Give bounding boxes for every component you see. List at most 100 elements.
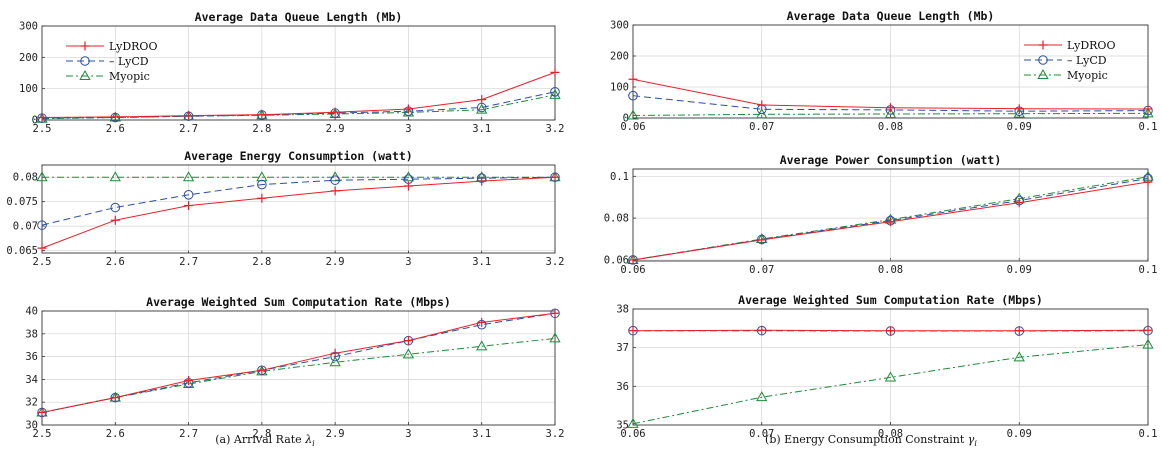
- data-point-lydroo: [477, 176, 487, 186]
- series-layer: [36, 67, 561, 123]
- data-point-myopic: [36, 171, 48, 182]
- chart-title: Average Weighted Sum Computation Rate (M…: [146, 295, 451, 309]
- data-point-lycd: [110, 202, 121, 213]
- data-point-myopic: [1013, 107, 1025, 118]
- data-point-myopic: [549, 332, 561, 343]
- data-point-lydroo: [257, 193, 267, 203]
- data-point-lydroo: [628, 255, 638, 265]
- data-point-myopic: [1142, 107, 1154, 118]
- data-point-myopic: [329, 356, 341, 367]
- legend: LyDROO – LyCD Myopic: [1024, 39, 1115, 82]
- chart-title: Average Data Queue Length (Mb): [195, 10, 403, 24]
- x-tick-label: 3: [405, 123, 411, 135]
- plot-frame: [41, 164, 556, 254]
- x-tick-label: 2.9: [326, 123, 345, 135]
- x-tick-label: 0.1: [1139, 264, 1158, 276]
- data-point-lydroo: [184, 201, 194, 211]
- data-point-lydroo: [37, 243, 47, 253]
- data-point-lydroo: [184, 376, 194, 386]
- x-tick-label: 2.7: [179, 256, 198, 268]
- data-point-lydroo: [628, 74, 638, 84]
- data-point-lycd: [183, 190, 194, 200]
- data-point-lydroo: [403, 336, 413, 346]
- plot-frame: [632, 308, 1149, 426]
- plot-frame: [632, 24, 1149, 119]
- legend-marker-lycd: [1038, 55, 1048, 65]
- data-point-lydroo: [550, 172, 560, 182]
- x-tick-label: 2.8: [252, 256, 271, 268]
- plot-area: [42, 165, 555, 253]
- plot-area: [42, 311, 555, 425]
- data-point-lydroo: [757, 235, 767, 245]
- data-point-lycd: [257, 179, 267, 190]
- x-tick-label: 0.07: [749, 428, 774, 440]
- caption-a: (a) Arrival Rate λi: [215, 433, 315, 448]
- data-point-myopic: [884, 371, 897, 382]
- data-point-myopic: [1013, 351, 1025, 362]
- legend-label-lydroo: LyDROO: [109, 40, 157, 53]
- x-tick-label: 0.09: [1007, 428, 1032, 440]
- x-tick-label: 0.07: [749, 121, 774, 133]
- data-point-myopic: [1142, 338, 1154, 349]
- series-line-myopic: [41, 94, 556, 120]
- legend-label-lycd: – LyCD: [1067, 54, 1107, 67]
- data-point-lydroo: [757, 325, 767, 335]
- legend-marker-myopic: [79, 69, 91, 80]
- series-line-myopic: [632, 344, 1149, 425]
- data-point-lycd: [330, 175, 340, 185]
- caption-b: (b) Energy Consumption Constraint γi: [765, 433, 977, 448]
- series-line-lydroo: [41, 312, 556, 413]
- legend-label-myopic: Myopic: [109, 70, 150, 83]
- data-point-lycd: [628, 90, 638, 101]
- chart-title: Average Data Queue Length (Mb): [787, 9, 995, 23]
- legend-marker-lydroo: [1038, 40, 1048, 50]
- data-point-myopic: [549, 88, 561, 99]
- series-layer: [36, 171, 561, 253]
- x-tick-label: 0.07: [749, 264, 774, 276]
- data-point-myopic: [402, 171, 415, 182]
- x-tick-label: 3.1: [472, 123, 491, 135]
- data-point-lydroo: [1143, 325, 1153, 335]
- x-tick-label: 3.1: [472, 428, 491, 440]
- x-tick-label: 0.08: [878, 428, 903, 440]
- y-tick-label: 0.07: [13, 221, 38, 233]
- y-tick-label: 0.065: [6, 245, 38, 257]
- plot-frame: [632, 168, 1149, 262]
- y-tick-label: 100: [19, 83, 38, 95]
- x-tick-label: 0.09: [1007, 264, 1032, 276]
- x-tick-label: 2.7: [179, 428, 198, 440]
- data-point-myopic: [109, 171, 121, 182]
- data-point-lydroo: [477, 317, 487, 327]
- x-tick-label: 0.06: [620, 264, 645, 276]
- y-tick-label: 0.08: [13, 172, 38, 184]
- series-line-lycd: [41, 91, 556, 119]
- x-tick-label: 2.7: [179, 123, 198, 135]
- y-tick-label: 40: [25, 306, 38, 318]
- chart-a2: 2.5 2.6 2.7 2.8 2.9 3 3.1 3.2 0.065 0.07 0.075 0.08…: [6, 149, 564, 268]
- y-tick-label: 36: [616, 381, 629, 393]
- data-point-lydroo: [886, 103, 895, 113]
- legend-marker-myopic: [1037, 68, 1049, 79]
- y-tick-label: 0: [32, 115, 38, 127]
- x-tick-label: 2.5: [33, 256, 52, 268]
- data-point-myopic: [476, 103, 488, 114]
- data-point-myopic: [476, 340, 488, 351]
- x-tick-label: 2.8: [252, 123, 271, 135]
- legend-marker-lydroo: [80, 41, 90, 51]
- data-point-myopic: [627, 417, 639, 428]
- x-tick-label: 0.1: [1139, 121, 1158, 133]
- legend: LyDROO – LyCD Myopic: [66, 40, 157, 83]
- chart-a3: 2.5 2.6 2.7 2.8 2.9 3 3.1 3.2 30 32 34 36 38 40 Averag…: [25, 295, 564, 440]
- data-point-lydroo: [110, 112, 120, 122]
- x-tick-label: 3.1: [472, 256, 491, 268]
- y-tick-label: 300: [19, 21, 38, 33]
- chart-title: Average Weighted Sum Computation Rate (M…: [738, 293, 1043, 307]
- y-tick-label: 300: [610, 20, 629, 32]
- data-point-lydroo: [257, 365, 267, 375]
- y-tick-label: 34: [25, 374, 38, 386]
- data-point-lydroo: [628, 326, 638, 336]
- x-tick-label: 0.08: [878, 121, 903, 133]
- data-point-lydroo: [403, 181, 413, 191]
- data-point-lydroo: [1143, 177, 1153, 187]
